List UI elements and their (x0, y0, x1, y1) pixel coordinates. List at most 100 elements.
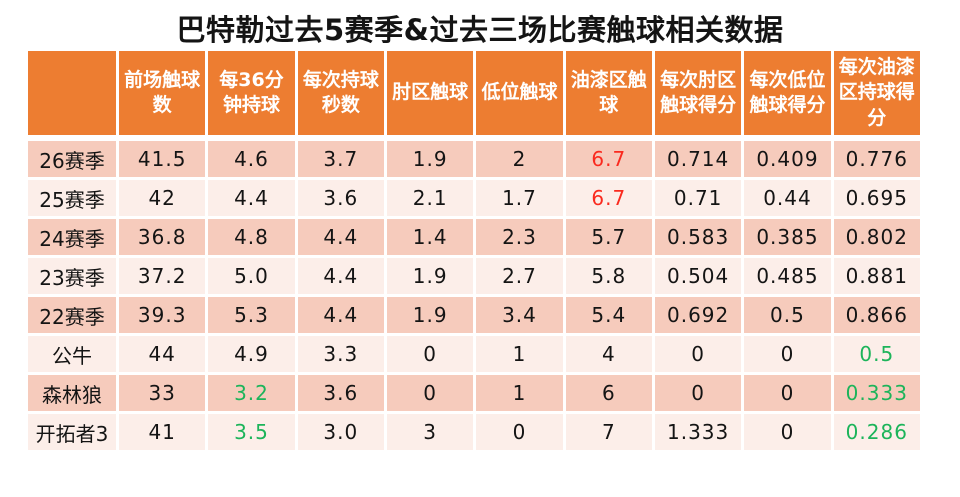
column-header: 低位触球 (476, 51, 563, 138)
stat-cell: 3.2 (208, 375, 295, 411)
stat-cell: 0.504 (654, 258, 742, 294)
stat-cell: 0 (476, 414, 563, 450)
row-label: 23赛季 (28, 258, 116, 294)
stat-cell: 1.9 (386, 297, 474, 333)
stat-cell: 3.7 (297, 141, 384, 177)
column-header: 每36分钟持球 (208, 51, 295, 138)
stat-cell: 0.333 (833, 375, 920, 411)
stat-cell: 0.385 (744, 219, 831, 255)
stat-cell: 0.71 (654, 180, 742, 216)
stat-cell: 0.485 (744, 258, 831, 294)
stat-cell: 0 (744, 414, 831, 450)
stat-cell: 1.9 (386, 258, 474, 294)
stat-cell: 6.7 (565, 141, 652, 177)
stat-cell: 0.5 (744, 297, 831, 333)
stat-cell: 0.692 (654, 297, 742, 333)
stat-cell: 4.9 (208, 336, 295, 372)
stat-cell: 36.8 (119, 219, 206, 255)
stat-cell: 3.3 (297, 336, 384, 372)
stat-cell: 5.0 (208, 258, 295, 294)
table-header: 前场触球数 每36分钟持球 每次持球秒数 肘区触球 低位触球 油漆区触球 每次肘区触球得分每… (28, 51, 920, 138)
stat-cell: 0.409 (744, 141, 831, 177)
table-row: 26赛季 41.5 4.6 3.7 1.9 2 6.7 0.714 0.409 0.776 (28, 141, 920, 177)
stat-cell: 0.583 (654, 219, 742, 255)
stat-cell: 2.1 (386, 180, 474, 216)
table-row: 开拓者3 41 3.5 3.0 3 0 7 1.333 0 0.286 (28, 414, 920, 450)
stat-cell: 0 (654, 375, 742, 411)
page-title: 巴特勒过去5赛季&过去三场比赛触球相关数据 (176, 13, 784, 47)
corner-cell (28, 51, 116, 138)
stat-cell: 42 (119, 180, 206, 216)
stat-cell: 5.4 (565, 297, 652, 333)
table-row: 24赛季 36.8 4.8 4.4 1.4 2.3 5.7 0.583 0.385 0.802 (28, 219, 920, 255)
stat-cell: 3.4 (476, 297, 563, 333)
stat-cell: 1 (476, 375, 563, 411)
stat-cell: 4.6 (208, 141, 295, 177)
row-label: 22赛季 (28, 297, 116, 333)
stat-cell: 6.7 (565, 180, 652, 216)
stat-cell: 0 (744, 336, 831, 372)
stat-cell: 1.9 (386, 141, 474, 177)
column-header: 每次油漆区持球得分 (833, 51, 920, 138)
stat-cell: 5.8 (565, 258, 652, 294)
stat-cell: 0.44 (744, 180, 831, 216)
row-label: 26赛季 (28, 141, 116, 177)
stat-cell: 0 (744, 375, 831, 411)
stat-cell: 4.4 (297, 258, 384, 294)
stat-cell: 7 (565, 414, 652, 450)
stat-cell: 44 (119, 336, 206, 372)
stat-cell: 0.776 (833, 141, 920, 177)
stat-cell: 1.333 (654, 414, 742, 450)
table-body: 26赛季 41.5 4.6 3.7 1.9 2 6.7 0.714 0.409 0.776 25赛季… (28, 141, 920, 450)
stat-cell: 0.286 (833, 414, 920, 450)
stat-cell: 4.8 (208, 219, 295, 255)
stat-cell: 39.3 (119, 297, 206, 333)
stat-cell: 4.4 (297, 219, 384, 255)
column-header: 肘区触球 (386, 51, 474, 138)
stat-cell: 1.7 (476, 180, 563, 216)
stat-cell: 0.881 (833, 258, 920, 294)
row-label: 25赛季 (28, 180, 116, 216)
stat-cell: 3.6 (297, 375, 384, 411)
stat-cell: 0 (386, 375, 474, 411)
stat-cell: 3.0 (297, 414, 384, 450)
table-row: 25赛季 42 4.4 3.6 2.1 1.7 6.7 0.71 0.44 0.695 (28, 180, 920, 216)
table-row: 公牛 44 4.9 3.3 0 1 4 0 0 0.5 (28, 336, 920, 372)
column-header: 每次持球秒数 (297, 51, 384, 138)
stat-cell: 4 (565, 336, 652, 372)
stat-cell: 1.4 (386, 219, 474, 255)
stat-cell: 41.5 (119, 141, 206, 177)
stat-cell: 4.4 (208, 180, 295, 216)
table-row: 森林狼 33 3.2 3.6 0 1 6 0 0 0.333 (28, 375, 920, 411)
stat-cell: 1 (476, 336, 563, 372)
stat-cell: 0.695 (833, 180, 920, 216)
stat-cell: 3 (386, 414, 474, 450)
stat-cell: 4.4 (297, 297, 384, 333)
stat-cell: 0.866 (833, 297, 920, 333)
row-label: 公牛 (28, 336, 116, 372)
stat-cell: 33 (119, 375, 206, 411)
stat-cell: 0.714 (654, 141, 742, 177)
stat-cell: 2.3 (476, 219, 563, 255)
touches-stats-table: 前场触球数 每36分钟持球 每次持球秒数 肘区触球 低位触球 油漆区触球 每次肘区触球得分每… (25, 48, 923, 453)
stat-cell: 2.7 (476, 258, 563, 294)
column-header: 每次低位触球得分 (744, 51, 831, 138)
stat-cell: 5.7 (565, 219, 652, 255)
row-label: 森林狼 (28, 375, 116, 411)
stat-cell: 5.3 (208, 297, 295, 333)
stat-cell: 6 (565, 375, 652, 411)
stat-cell: 0 (386, 336, 474, 372)
stat-cell: 3.6 (297, 180, 384, 216)
column-header: 油漆区触球 (565, 51, 652, 138)
stat-cell: 41 (119, 414, 206, 450)
stat-cell: 0.802 (833, 219, 920, 255)
header-row: 前场触球数 每36分钟持球 每次持球秒数 肘区触球 低位触球 油漆区触球 每次肘区触球得分每… (28, 51, 920, 138)
table-row: 23赛季 37.2 5.0 4.4 1.9 2.7 5.8 0.504 0.485 0.881 (28, 258, 920, 294)
table-row: 22赛季 39.3 5.3 4.4 1.9 3.4 5.4 0.692 0.5 0.866 (28, 297, 920, 333)
column-header: 每次肘区触球得分 (654, 51, 742, 138)
column-header: 前场触球数 (119, 51, 206, 138)
stat-cell: 2 (476, 141, 563, 177)
stat-cell: 3.5 (208, 414, 295, 450)
stat-cell: 37.2 (119, 258, 206, 294)
